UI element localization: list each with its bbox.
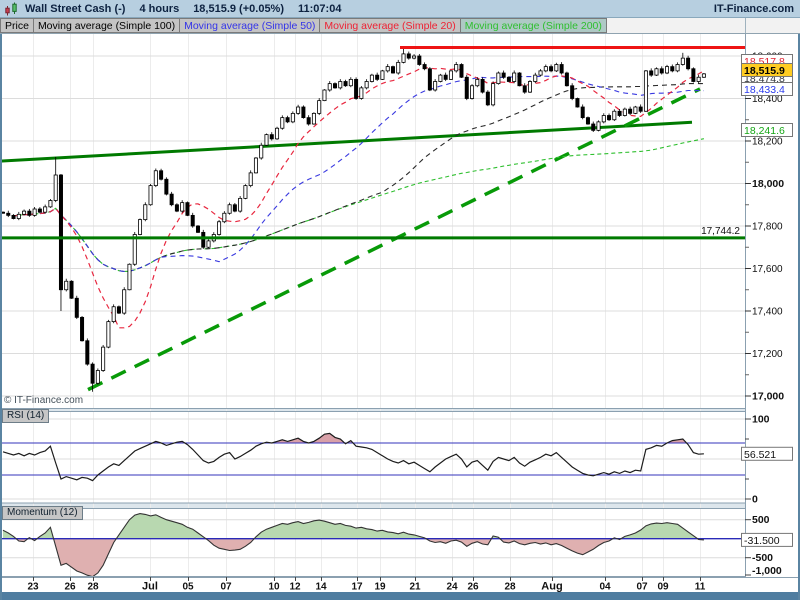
- rsi-value-box-text: 56.521: [744, 449, 776, 461]
- legend-divider: [745, 18, 746, 33]
- instrument-name: Wall Street Cash (-): [25, 2, 126, 15]
- x-axis-label: 10: [268, 582, 280, 593]
- momentum-negative-fill: [3, 538, 704, 577]
- x-axis: 23 26 28 Jul 05 07 10 12 14 17 19 21 24 26 28 Aug 04 07 09…: [0, 577, 800, 593]
- support-line-value: 17,744.2: [701, 226, 740, 237]
- legend-tab-price[interactable]: Price: [0, 18, 34, 33]
- x-axis-label: 28: [87, 582, 99, 593]
- x-axis-label: 24: [446, 582, 458, 593]
- momentum-axis-label: -1,000: [752, 565, 782, 577]
- y-axis-strip[interactable]: 18,60018,40018,20018,00017,80017,60017,4…: [745, 33, 800, 577]
- x-axis-label: 26: [467, 582, 479, 593]
- x-axis-label: 07: [636, 582, 648, 593]
- price-axis-label: 18,200: [752, 137, 783, 148]
- price-axis-label: 18,000: [752, 178, 784, 190]
- horizontal-gridlines: [0, 55, 745, 559]
- price-axis-label: 17,000: [752, 391, 784, 403]
- legend-tab-moving-average-simple-50[interactable]: Moving average (Simple 50): [180, 18, 321, 33]
- momentum-value-box: -31.500: [741, 532, 793, 547]
- rsi-line: [2, 432, 704, 482]
- x-axis-label: Aug: [541, 581, 562, 593]
- x-axis-label: 21: [409, 582, 421, 593]
- legend-tab-moving-average-simple-20[interactable]: Moving average (Simple 20): [320, 18, 461, 33]
- x-axis-label: 05: [182, 582, 194, 593]
- trendline-solid[interactable]: [0, 120, 693, 163]
- momentum-panel-tab[interactable]: Momentum (12): [2, 506, 83, 520]
- price-axis-label: 17,600: [752, 264, 783, 275]
- x-axis-label: 04: [599, 582, 611, 593]
- x-axis-label: 19: [374, 582, 386, 593]
- current-price-box-text: 18,515.9: [744, 65, 785, 77]
- window-frame-left: [0, 0, 2, 600]
- x-axis-label: 28: [504, 582, 516, 593]
- panel-separator-2: [0, 503, 745, 508]
- x-axis-label: 12: [289, 582, 301, 593]
- timeframe-label: 4 hours: [139, 2, 180, 15]
- momentum-axis-label: 500: [752, 514, 770, 526]
- ma-20-line: [13, 66, 705, 329]
- chart-region[interactable]: 17,744.218,60018,40018,20018,00017,80017…: [0, 33, 800, 593]
- x-axis-label: 09: [657, 582, 669, 593]
- momentum-line: [2, 513, 704, 578]
- price-axis-label: 17,400: [752, 307, 783, 318]
- x-axis-label: 26: [64, 582, 76, 593]
- indicator-legend-bar: Price Moving average (Simple 100) Moving a…: [0, 18, 800, 34]
- rsi-axis-100: 100: [752, 414, 770, 426]
- price-axis-label: 18,400: [752, 94, 783, 105]
- ma200-value-box: 18,241.6: [741, 123, 793, 137]
- window-frame-right: [798, 0, 800, 600]
- x-axis-label: 17: [351, 582, 363, 593]
- clock: 11:07:04: [298, 2, 342, 15]
- legend-tab-moving-average-simple-100[interactable]: Moving average (Simple 100): [33, 18, 181, 33]
- current-price-box: 18,515.9: [741, 63, 793, 77]
- rsi-panel-tab[interactable]: RSI (14): [2, 409, 50, 423]
- title-bar: Wall Street Cash (-) 4 hours 18,515.9 (+…: [0, 0, 800, 18]
- momentum-value-box-text: -31.500: [744, 535, 780, 547]
- brand-logo: IT-Finance.com: [713, 2, 794, 15]
- ma50-value-box: 18,433.4: [741, 82, 793, 96]
- panel-separator-1: [0, 408, 745, 411]
- legend-tab-moving-average-simple-200[interactable]: Moving average (Simple 200): [460, 18, 607, 33]
- candlestick-icon: [5, 2, 17, 15]
- x-axis-label: 11: [695, 582, 706, 593]
- rsi-axis-0: 0: [752, 494, 758, 506]
- ma-50-line: [13, 75, 704, 273]
- momentum-axis-label: -500: [752, 552, 773, 564]
- x-axis-label: 07: [220, 582, 232, 593]
- watermark: © IT-Finance.com: [4, 395, 84, 406]
- window-frame-bottom: [0, 592, 800, 600]
- x-axis-label: 14: [315, 582, 327, 593]
- price-axis-label: 17,200: [752, 349, 783, 360]
- ma50-value-box-text: 18,433.4: [744, 84, 785, 96]
- rsi-value-box: 56.521: [741, 446, 793, 461]
- candles: [0, 48, 706, 392]
- x-axis-label: Jul: [142, 581, 158, 593]
- ma200-value-box-text: 18,241.6: [744, 125, 785, 137]
- last-price-change: 18,515.9 (+0.05%): [193, 2, 285, 15]
- price-axis-label: 17,800: [752, 222, 783, 233]
- x-axis-label: 23: [27, 582, 39, 593]
